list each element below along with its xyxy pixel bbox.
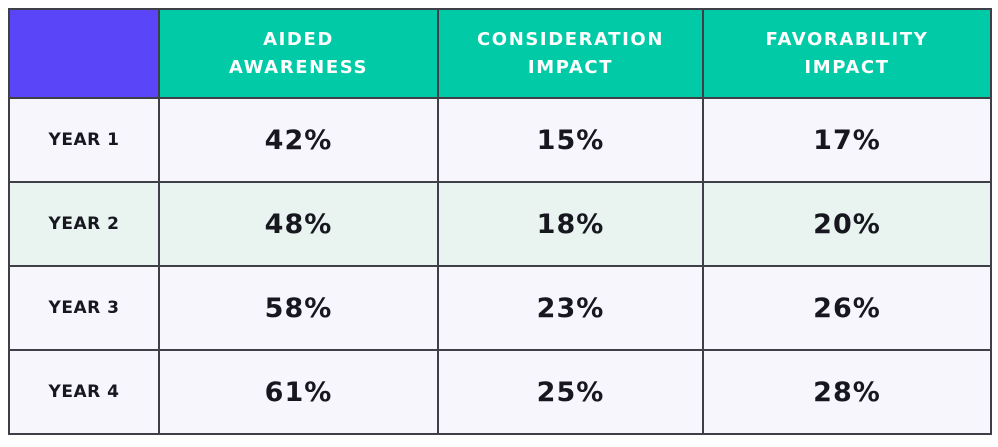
cell-aided-awareness: 58%: [158, 265, 439, 351]
cell-favorability-impact: 17%: [702, 97, 992, 183]
cell-consideration-impact: 23%: [437, 265, 704, 351]
header-line: FAVORABILITY: [765, 28, 929, 50]
cell-aided-awareness: 61%: [158, 349, 439, 435]
cell-consideration-impact: 18%: [437, 181, 704, 267]
header-row: AIDED AWARENESS CONSIDERATION IMPACT FAV…: [8, 8, 992, 99]
cell-consideration-impact: 15%: [437, 97, 704, 183]
column-header-aided-awareness: AIDED AWARENESS: [158, 8, 439, 99]
column-header-consideration-impact: CONSIDERATION IMPACT: [437, 8, 704, 99]
cell-favorability-impact: 20%: [702, 181, 992, 267]
cell-aided-awareness: 48%: [158, 181, 439, 267]
row-label: YEAR 1: [8, 97, 160, 183]
cell-favorability-impact: 28%: [702, 349, 992, 435]
table-row-year-2: YEAR 2 48% 18% 20%: [8, 181, 992, 267]
table-row-year-4: YEAR 4 61% 25% 28%: [8, 349, 992, 435]
brand-impact-table: AIDED AWARENESS CONSIDERATION IMPACT FAV…: [8, 8, 992, 435]
header-line: AIDED: [263, 28, 334, 50]
corner-cell: [8, 8, 160, 99]
cell-aided-awareness: 42%: [158, 97, 439, 183]
header-line: CONSIDERATION: [476, 28, 664, 50]
header-line: IMPACT: [527, 56, 614, 78]
cell-favorability-impact: 26%: [702, 265, 992, 351]
header-line: IMPACT: [804, 56, 890, 78]
header-line: AWARENESS: [228, 56, 369, 78]
row-label: YEAR 4: [8, 349, 160, 435]
table-row-year-3: YEAR 3 58% 23% 26%: [8, 265, 992, 351]
row-label: YEAR 2: [8, 181, 160, 267]
row-label: YEAR 3: [8, 265, 160, 351]
column-header-favorability-impact: FAVORABILITY IMPACT: [702, 8, 992, 99]
table-row-year-1: YEAR 1 42% 15% 17%: [8, 97, 992, 183]
cell-consideration-impact: 25%: [437, 349, 704, 435]
